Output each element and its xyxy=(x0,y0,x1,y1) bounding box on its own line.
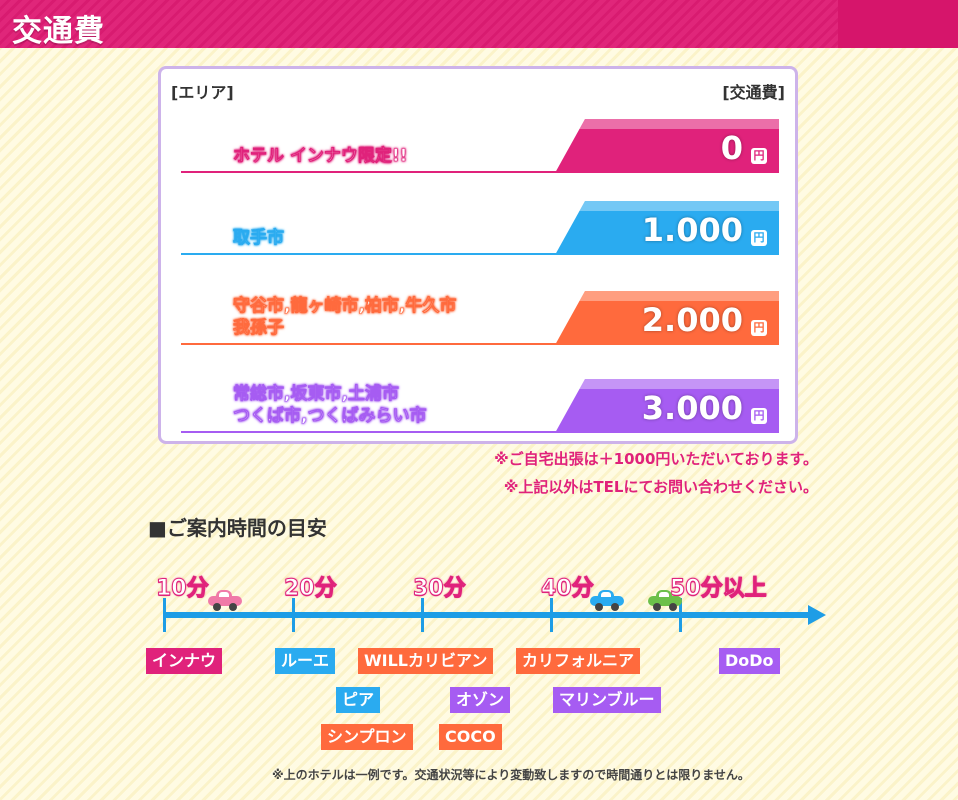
column-header-fare: [交通費] xyxy=(722,83,785,102)
fare-area-line2: 我孫子 xyxy=(233,318,285,339)
car-wheel xyxy=(229,603,237,611)
car-icon xyxy=(590,590,624,611)
car-wheel xyxy=(669,603,677,611)
timeline-tick xyxy=(421,598,424,632)
car-wheel xyxy=(213,603,221,611)
fare-row: 守谷市,龍ヶ崎市,柏市,牛久市 我孫子 2.000 円 xyxy=(181,285,779,345)
note-home-visit: ※ご自宅出張は＋1000円いただいております。 xyxy=(494,450,818,468)
fare-tag: 1.000 円 xyxy=(555,201,779,255)
hotel-tag-dodo: DoDo xyxy=(719,648,780,674)
hotel-tag-rue: ルーエ xyxy=(275,648,336,674)
row-divider xyxy=(181,171,779,173)
arrow-right-icon xyxy=(808,605,826,625)
fare-amount: 3.000 xyxy=(641,389,743,427)
page-title: 交通費 xyxy=(12,14,105,49)
note-contact: ※上記以外はTELにてお問い合わせください。 xyxy=(503,478,818,496)
time-label-50-plus: 50分以上 xyxy=(670,576,768,602)
timeline-tick xyxy=(292,598,295,632)
fare-amount: 2.000 xyxy=(641,301,743,339)
hotel-tag-pia: ピア xyxy=(336,687,381,713)
timeline-tick xyxy=(679,598,682,632)
timeline: 10分 20分 30分 40分 50分以上 xyxy=(0,560,958,660)
fare-tag-shine xyxy=(555,201,779,211)
car-window xyxy=(219,592,229,597)
yen-badge: 円 xyxy=(751,320,767,336)
fare-row: 取手市 1.000 円 xyxy=(181,195,779,255)
fare-amount: 0 xyxy=(720,129,743,167)
fare-area-label: ホテル インナウ限定!! xyxy=(233,145,408,167)
fare-table: [エリア] [交通費] ホテル インナウ限定!! 0 円 取手市 1.000 円… xyxy=(158,66,798,444)
timeline-axis xyxy=(163,612,811,618)
car-window xyxy=(601,592,611,597)
car-wheel xyxy=(611,603,619,611)
car-icon xyxy=(648,590,682,611)
row-divider xyxy=(181,343,779,345)
fare-tag: 0 円 xyxy=(555,119,779,173)
fare-area-line2: つくば市,つくばみらい市 xyxy=(233,406,427,427)
fare-row: ホテル インナウ限定!! 0 円 xyxy=(181,113,779,173)
guide-title: ■ご案内時間の目安 xyxy=(148,516,327,540)
fare-area-line1: ホテル インナウ限定!! xyxy=(233,146,408,167)
header-bar: 交通費 xyxy=(0,0,958,49)
hotel-tag-ozone: オゾン xyxy=(450,687,511,713)
car-body xyxy=(648,596,682,606)
car-wheel xyxy=(595,603,603,611)
time-label-30: 30分 xyxy=(413,576,467,602)
car-wheel xyxy=(653,603,661,611)
fare-tag-shine xyxy=(555,379,779,389)
footnote: ※上のホテルは一例です。交通状況等により変動致しますので時間通りとは限りません。 xyxy=(272,768,750,782)
row-divider xyxy=(181,253,779,255)
column-header-area: [エリア] xyxy=(171,83,234,102)
hotel-tag-california: カリフォルニア xyxy=(516,648,641,674)
car-icon xyxy=(208,590,242,611)
fare-area-line1: 取手市 xyxy=(233,228,285,249)
timeline-tick xyxy=(163,598,166,632)
time-label-20: 20分 xyxy=(284,576,338,602)
yen-badge: 円 xyxy=(751,148,767,164)
timeline-tick xyxy=(550,598,553,632)
yen-badge: 円 xyxy=(751,408,767,424)
fare-area-line1: 常総市,坂東市,土浦市 xyxy=(233,384,400,405)
hotel-tag-coco: COCO xyxy=(439,724,502,750)
header-accent xyxy=(838,0,958,48)
car-window xyxy=(659,592,669,597)
fare-tag: 2.000 円 xyxy=(555,291,779,345)
yen-badge: 円 xyxy=(751,230,767,246)
hotel-tag-marine-blue: マリンブルー xyxy=(553,687,661,713)
fare-area-label: 守谷市,龍ヶ崎市,柏市,牛久市 我孫子 xyxy=(233,295,457,339)
row-divider xyxy=(181,431,779,433)
fare-area-line1: 守谷市,龍ヶ崎市,柏市,牛久市 xyxy=(233,296,457,317)
hotel-tag-simplon: シンプロン xyxy=(321,724,413,750)
fare-amount: 1.000 xyxy=(641,211,743,249)
time-label-10: 10分 xyxy=(156,576,210,602)
fare-tag: 3.000 円 xyxy=(555,379,779,433)
fare-area-label: 取手市 xyxy=(233,227,285,249)
fare-row: 常総市,坂東市,土浦市 つくば市,つくばみらい市 3.000 円 xyxy=(181,373,779,433)
fare-tag-shine xyxy=(555,291,779,301)
hotel-tag-innau: インナウ xyxy=(146,648,223,674)
car-body xyxy=(590,596,624,606)
hotel-tag-will-caribbean: WILLカリビアン xyxy=(358,648,494,674)
fare-tag-shine xyxy=(555,119,779,129)
time-label-40: 40分 xyxy=(541,576,595,602)
car-body xyxy=(208,596,242,606)
fare-area-label: 常総市,坂東市,土浦市 つくば市,つくばみらい市 xyxy=(233,383,427,427)
